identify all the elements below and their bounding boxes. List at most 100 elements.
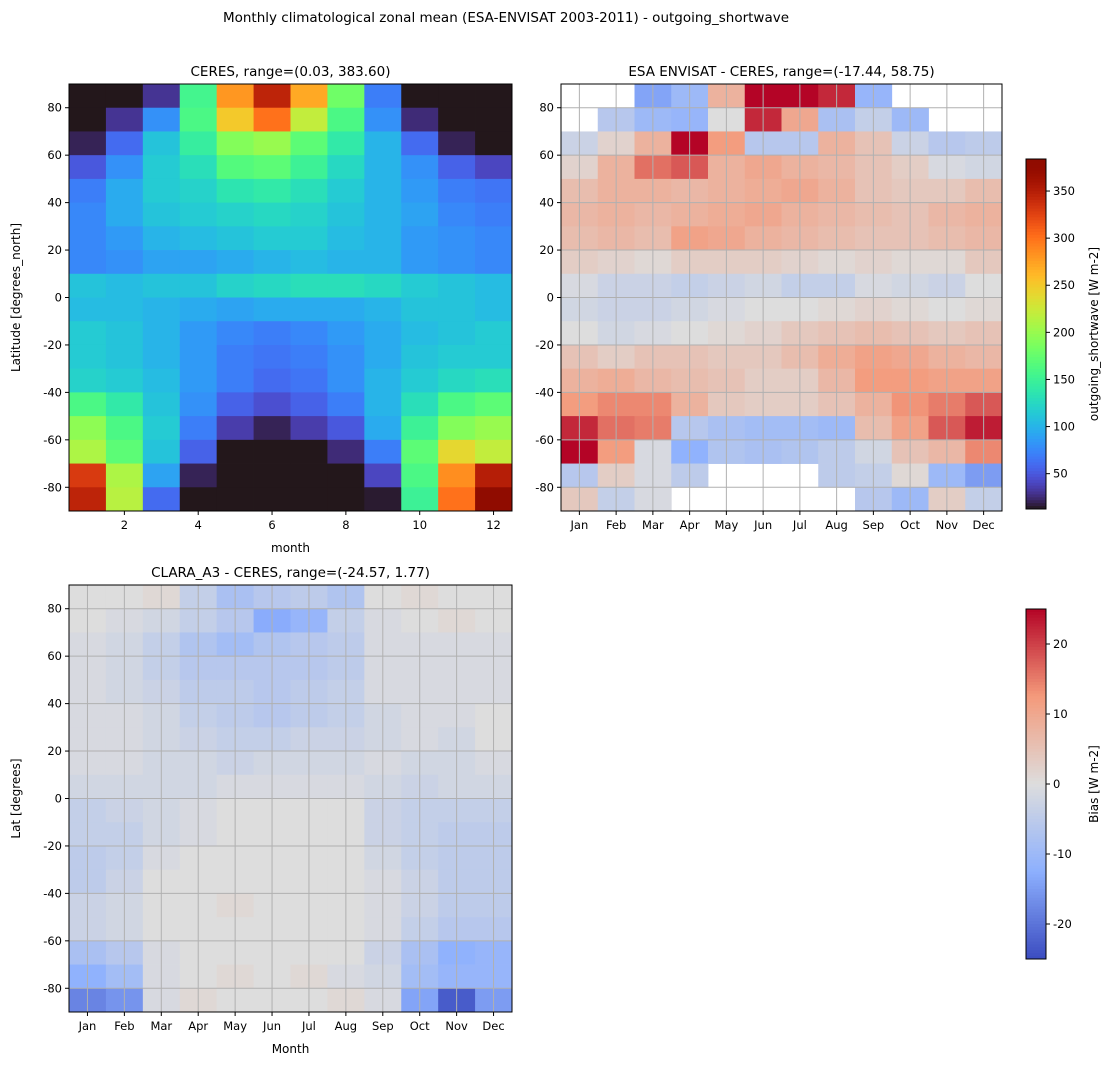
panel-title: CERES, range=(0.03, 383.60)	[191, 64, 391, 80]
colorbar-segment	[1026, 214, 1046, 218]
y-tick-label: 40	[539, 196, 554, 210]
heatmap-cell	[438, 107, 476, 132]
heatmap-cell	[290, 487, 328, 512]
colorbar-segment	[1026, 243, 1046, 247]
heatmap-cell	[69, 178, 107, 204]
colorbar-segment	[1026, 708, 1046, 712]
heatmap-cell	[179, 84, 218, 109]
heatmap-cell	[105, 202, 144, 227]
colorbar-segment	[1026, 386, 1046, 390]
colorbar-segment	[1026, 845, 1046, 849]
heatmap-cell	[438, 392, 476, 417]
colorbar-segment	[1026, 842, 1046, 846]
colorbar-segment	[1026, 722, 1046, 727]
heatmap-cell	[105, 321, 144, 346]
colorbar-segment	[1026, 801, 1046, 805]
colorbar-segment	[1026, 655, 1046, 660]
heatmap-cell	[253, 131, 291, 156]
heatmap-cell	[327, 250, 365, 275]
colorbar-segment	[1026, 246, 1046, 250]
colorbar-segment	[1026, 366, 1046, 370]
heatmap-cell	[69, 107, 107, 132]
colorbar-segment	[1026, 950, 1046, 954]
colorbar-segment	[1026, 182, 1046, 186]
heatmap-cell	[327, 155, 365, 180]
heatmap-cell	[364, 487, 402, 512]
heatmap-cell	[69, 463, 107, 488]
colorbar-segment	[1026, 693, 1046, 697]
heatmap-cell	[364, 368, 402, 393]
x-tick-label: Apr	[188, 1019, 208, 1033]
colorbar-segment	[1026, 687, 1046, 692]
heatmap-cell	[216, 392, 254, 417]
colorbar-segment	[1026, 681, 1046, 686]
heatmap-cell	[69, 392, 107, 417]
heatmap-cell	[216, 226, 254, 251]
colorbar-segment	[1026, 821, 1046, 826]
heatmap-cell	[179, 463, 218, 488]
y-tick-label: -80	[43, 480, 62, 494]
colorbar-segment	[1026, 471, 1046, 475]
panel-ceres: CERES, range=(0.03, 383.60) month Latitu…	[9, 64, 513, 555]
colorbar-segment	[1026, 638, 1046, 642]
colorbar-segment	[1026, 450, 1046, 455]
colorbar-segment	[1026, 334, 1046, 338]
heatmap-cell	[438, 131, 476, 156]
heatmap-cell	[327, 344, 365, 370]
colorbar-segment	[1026, 623, 1046, 627]
colorbar-segment	[1026, 342, 1046, 347]
y-tick-label: -40	[43, 385, 62, 399]
colorbar-tick-label: -10	[1053, 847, 1072, 861]
colorbar-segment	[1026, 620, 1046, 625]
colorbar-segment	[1026, 609, 1046, 613]
colorbar-segment	[1026, 778, 1046, 782]
colorbar-segment	[1026, 185, 1046, 189]
colorbar-segment	[1026, 266, 1046, 271]
colorbar-segment	[1026, 740, 1046, 744]
y-tick-label: 60	[47, 649, 62, 663]
colorbar-segment	[1026, 836, 1046, 840]
colorbar-segment	[1026, 363, 1046, 367]
colorbar-segment	[1026, 488, 1046, 492]
colorbar-segment	[1026, 816, 1046, 820]
colorbar-segment	[1026, 398, 1046, 402]
heatmap-cell	[105, 273, 144, 298]
colorbar-segment	[1026, 714, 1046, 718]
y-tick-label: -60	[43, 934, 62, 948]
heatmap-cell	[290, 344, 328, 370]
heatmap-cell	[179, 487, 218, 512]
colorbar-segment	[1026, 924, 1046, 928]
heatmap-cell	[364, 439, 402, 464]
colorbar-segment	[1026, 702, 1046, 706]
colorbar-segment	[1026, 921, 1046, 925]
heatmap-cell	[69, 84, 107, 109]
colorbar-segment	[1026, 430, 1046, 434]
heatmap-cell	[364, 155, 402, 180]
heatmap-cell	[401, 226, 439, 251]
colorbar-segment	[1026, 865, 1046, 870]
x-tick-label: Jun	[753, 518, 772, 532]
colorbar-segment	[1026, 217, 1046, 221]
heatmap-cell	[327, 463, 365, 488]
heatmap-cell	[364, 463, 402, 488]
heatmap-cell	[401, 439, 439, 464]
colorbar-segment	[1026, 313, 1046, 317]
y-axis-label: Lat [degrees]	[9, 758, 23, 838]
x-tick-label: Jul	[301, 1019, 316, 1033]
x-tick-label: 4	[195, 518, 202, 532]
heatmap-cell	[438, 273, 476, 298]
x-tick-label: Oct	[410, 1019, 430, 1033]
heatmap-cell	[253, 84, 291, 109]
colorbar-segment	[1026, 392, 1046, 396]
heatmap-cell	[179, 416, 218, 441]
heatmap-cell	[401, 84, 439, 109]
heatmap-cell	[142, 273, 181, 298]
heatmap-cell	[401, 463, 439, 488]
heatmap-cell	[179, 155, 218, 180]
heatmap-cell	[105, 368, 144, 393]
colorbar-segment	[1026, 272, 1046, 277]
heatmap-cell	[327, 131, 365, 156]
heatmap-cell	[105, 226, 144, 251]
colorbar-segment	[1026, 795, 1046, 800]
panel-title: ESA ENVISAT - CERES, range=(-17.44, 58.7…	[628, 64, 934, 80]
